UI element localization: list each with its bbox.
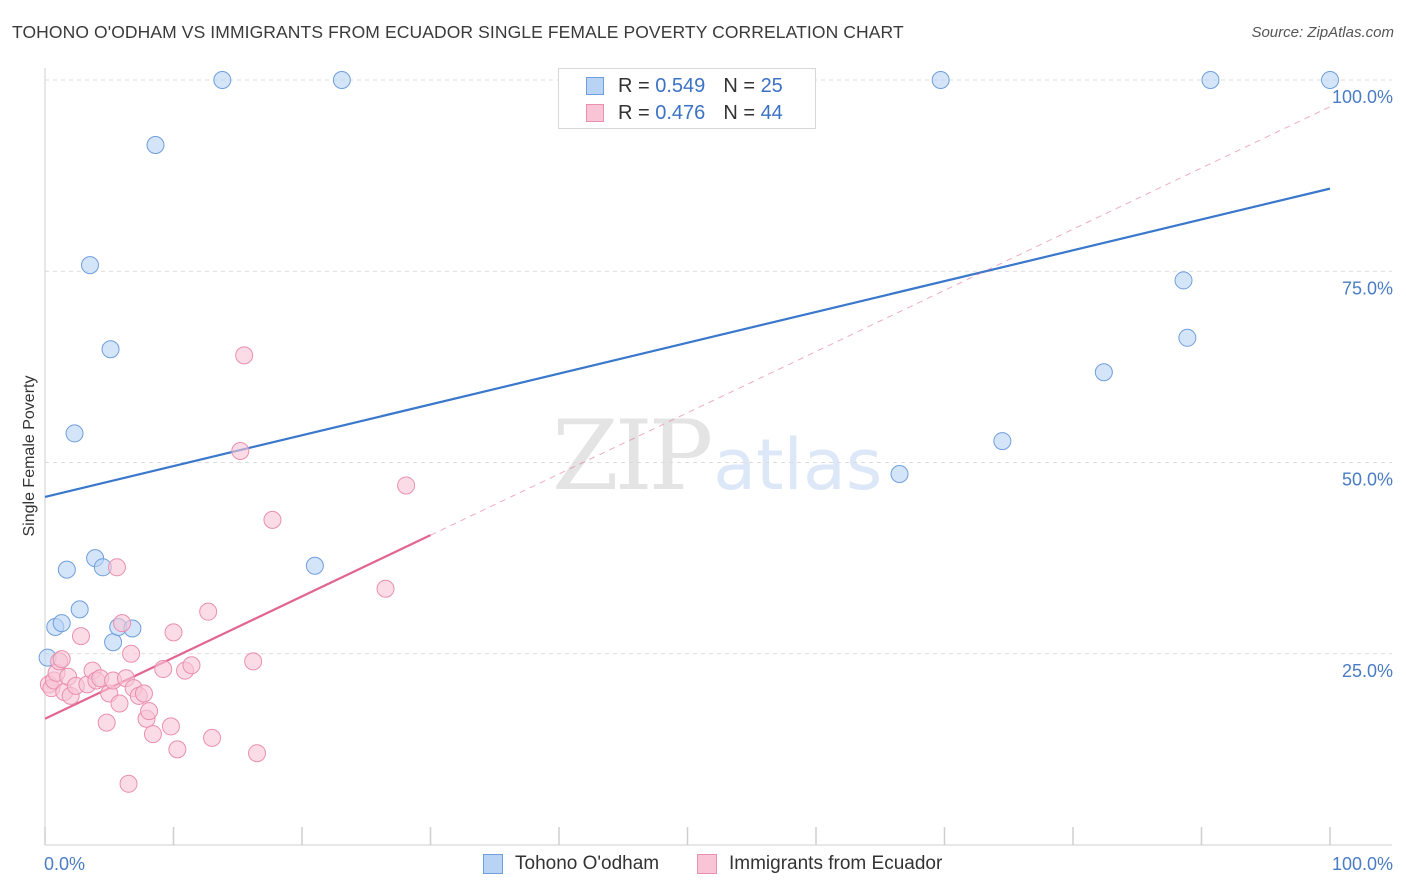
data-point bbox=[1178, 328, 1197, 347]
y-tick-label: 100.0% bbox=[1332, 87, 1393, 107]
data-point bbox=[110, 694, 129, 713]
data-point bbox=[107, 558, 126, 577]
series-1-points bbox=[39, 346, 416, 793]
data-point bbox=[164, 623, 183, 642]
data-point bbox=[140, 702, 159, 721]
correlation-legend: R = 0.549 N = 25 R = 0.476 N = 44 bbox=[558, 68, 816, 129]
data-point bbox=[213, 71, 232, 89]
data-point bbox=[122, 644, 141, 663]
data-point bbox=[168, 740, 187, 759]
data-point bbox=[70, 600, 89, 619]
data-point bbox=[305, 556, 324, 575]
legend-n-label: N = bbox=[723, 101, 755, 124]
data-point bbox=[182, 656, 201, 675]
y-tick-label: 75.0% bbox=[1342, 278, 1393, 298]
legend-r-label: R = bbox=[618, 74, 650, 97]
points-layer bbox=[38, 71, 1339, 793]
data-point bbox=[376, 579, 395, 598]
legend-row-ecuador: R = 0.476 N = 44 bbox=[586, 101, 783, 125]
legend-swatch-ecuador bbox=[586, 104, 604, 122]
data-point bbox=[231, 442, 250, 461]
data-point bbox=[993, 432, 1012, 451]
data-point bbox=[931, 71, 950, 89]
data-point bbox=[52, 614, 71, 633]
trend-layer bbox=[44, 106, 1331, 720]
data-point bbox=[263, 510, 282, 529]
data-point bbox=[71, 627, 90, 646]
legend-n-value: 44 bbox=[760, 101, 783, 124]
data-point bbox=[104, 633, 123, 652]
data-point bbox=[143, 725, 162, 744]
x-tick-label-left: 0.0% bbox=[44, 854, 85, 874]
axis-layer bbox=[44, 68, 1392, 846]
data-point bbox=[199, 602, 218, 621]
trend-line bbox=[44, 187, 1331, 498]
data-point bbox=[80, 256, 99, 275]
data-point bbox=[65, 424, 84, 443]
series-legend-ecuador: Immigrants from Ecuador bbox=[697, 852, 942, 876]
legend-r-label: R = bbox=[618, 101, 650, 124]
legend-r-value: 0.476 bbox=[655, 101, 706, 124]
grid-layer bbox=[45, 79, 1392, 655]
legend-n-label: N = bbox=[723, 74, 755, 97]
series-0-points bbox=[38, 71, 1339, 667]
y-tick-label: 50.0% bbox=[1342, 470, 1393, 490]
data-point bbox=[113, 614, 132, 633]
legend-row-tohono: R = 0.549 N = 25 bbox=[586, 74, 783, 98]
series-swatch-ecuador bbox=[697, 854, 717, 874]
legend-r-value: 0.549 bbox=[655, 74, 706, 97]
legend-swatch-tohono bbox=[586, 77, 604, 95]
data-point bbox=[1201, 71, 1220, 89]
data-point bbox=[146, 136, 165, 155]
legend-n-value: 25 bbox=[760, 74, 783, 97]
data-point bbox=[890, 464, 909, 483]
data-point bbox=[154, 660, 173, 679]
y-tick-label: 25.0% bbox=[1342, 661, 1393, 681]
data-point bbox=[52, 650, 71, 669]
series-legend-tohono: Tohono O'odham bbox=[483, 852, 659, 876]
label-layer: 25.0% 50.0% 75.0% 100.0% 0.0% 100.0% Single Fe… bbox=[21, 87, 1393, 874]
data-point bbox=[244, 652, 263, 671]
data-point bbox=[1094, 363, 1113, 382]
series-label-ecuador: Immigrants from Ecuador bbox=[729, 853, 943, 874]
data-point bbox=[248, 744, 267, 763]
y-axis-label: Single Female Poverty bbox=[21, 376, 38, 537]
data-point bbox=[134, 684, 153, 703]
data-point bbox=[235, 346, 254, 365]
data-point bbox=[1321, 71, 1339, 89]
data-point bbox=[57, 560, 76, 579]
data-point bbox=[1174, 271, 1193, 290]
data-point bbox=[397, 476, 416, 495]
data-point bbox=[332, 71, 351, 89]
data-point bbox=[101, 340, 120, 359]
chart-title: TOHONO O'ODHAM VS IMMIGRANTS FROM ECUADO… bbox=[12, 22, 904, 42]
data-point bbox=[203, 728, 222, 747]
source-label: Source: ZipAtlas.com bbox=[1251, 24, 1394, 41]
trend-line-extension bbox=[430, 106, 1331, 536]
data-point bbox=[119, 774, 138, 793]
series-label-tohono: Tohono O'odham bbox=[515, 853, 660, 874]
x-tick-label-right: 100.0% bbox=[1332, 854, 1393, 874]
data-point bbox=[161, 717, 180, 736]
data-point bbox=[97, 713, 116, 732]
series-swatch-tohono bbox=[483, 854, 503, 874]
